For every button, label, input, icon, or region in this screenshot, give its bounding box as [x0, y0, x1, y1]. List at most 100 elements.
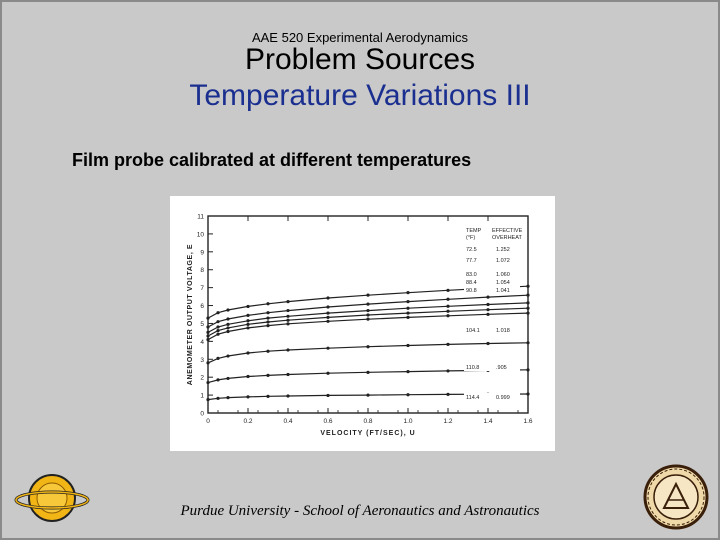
- legend-overheat-label: .905: [496, 365, 507, 371]
- y-tick-label: 11: [197, 214, 204, 221]
- series-point: [326, 305, 330, 309]
- legend-header-temp-unit: (°F): [466, 235, 475, 241]
- legend-overheat-label: 0.999: [496, 395, 510, 401]
- y-tick-label: 5: [200, 321, 204, 328]
- series-point: [326, 296, 330, 300]
- series-point: [406, 311, 410, 315]
- series-point: [366, 345, 370, 349]
- series-point: [266, 324, 270, 328]
- series-point: [226, 317, 230, 321]
- series-point: [206, 397, 210, 402]
- series-point: [246, 313, 250, 317]
- series-point: [206, 334, 210, 338]
- series-point: [486, 295, 490, 299]
- series-point: [326, 315, 330, 319]
- legend-temp-label: 88.4: [466, 280, 477, 286]
- series-point: [526, 392, 530, 396]
- right-seal-icon: [643, 464, 709, 530]
- legend-label-bg: [464, 270, 520, 278]
- series-point: [446, 342, 450, 347]
- series-point: [406, 291, 410, 295]
- y-tick-label: 0: [200, 411, 204, 418]
- series-path: [207, 342, 529, 364]
- series-point: [246, 304, 250, 309]
- series-point: [326, 393, 330, 398]
- page-title: Problem Sources: [244, 43, 476, 76]
- series-point: [366, 393, 370, 397]
- series-point: [486, 341, 490, 346]
- legend-label-bg: [464, 245, 520, 253]
- y-tick-label: 10: [197, 231, 205, 238]
- legend-temp-label: 104.1: [466, 328, 480, 334]
- series-point: [226, 376, 230, 381]
- series-path: [207, 285, 529, 319]
- legend-overheat-label: 1.060: [496, 272, 510, 278]
- series-point: [206, 316, 210, 320]
- series-point: [266, 373, 270, 377]
- series-point: [216, 356, 220, 360]
- bullet-text: Film probe calibrated at different tempe…: [72, 150, 472, 170]
- x-tick-label: 1.0: [403, 418, 412, 425]
- legend-header-overheat: EFFECTIVE: [492, 228, 523, 234]
- series-path: [207, 302, 529, 333]
- left-emblem-icon: [14, 474, 90, 522]
- legend-label-bg: [464, 363, 520, 371]
- legend-label-bg: [464, 256, 520, 264]
- series-point: [526, 301, 530, 305]
- legend-overheat-label: 1.072: [496, 258, 510, 264]
- series-point: [286, 318, 290, 322]
- series-point: [446, 304, 450, 308]
- x-tick-label: 0.2: [243, 418, 252, 425]
- series-point: [216, 396, 220, 400]
- legend-overheat-label: 1.041: [496, 288, 510, 294]
- legend-header-overheat-2: OVERHEAT: [492, 235, 522, 241]
- series-point: [286, 322, 290, 326]
- series-point: [266, 316, 270, 320]
- legend-temp-label: 110.8: [466, 365, 479, 371]
- series-point: [246, 319, 250, 323]
- series-point: [246, 395, 250, 399]
- course-title: AAE 520 Experimental Aerodynamics: [251, 30, 469, 45]
- x-tick-label: 1.6: [523, 418, 532, 425]
- series-point: [366, 308, 370, 313]
- series-point: [226, 322, 230, 326]
- series-point: [406, 370, 410, 374]
- series-point: [216, 329, 220, 333]
- series-point: [226, 308, 230, 312]
- series-point: [266, 349, 270, 353]
- series-point: [526, 311, 530, 315]
- series-point: [406, 343, 410, 348]
- series-line: [206, 311, 530, 342]
- series-point: [326, 311, 330, 315]
- series-point: [486, 308, 490, 312]
- footer-text: Purdue University - School of Aeronautic…: [180, 503, 540, 519]
- series-line: [206, 341, 530, 365]
- series-line: [206, 368, 530, 385]
- y-tick-label: 8: [200, 267, 204, 274]
- series-point: [246, 326, 250, 330]
- series-path: [207, 307, 529, 337]
- series-point: [286, 300, 290, 304]
- series-point: [216, 378, 220, 382]
- y-axis-label: ANEMOMETER OUTPUT VOLTAGE, E: [187, 244, 194, 385]
- x-axis-label: VELOCITY (FT/SEC), U: [320, 430, 415, 437]
- series-point: [226, 329, 230, 334]
- legend-temp-label: 90.8: [466, 288, 477, 294]
- series-point: [446, 392, 450, 396]
- legend-temp-label: 72.5: [466, 247, 477, 253]
- series-point: [206, 325, 210, 329]
- series-point: [446, 314, 450, 318]
- series-point: [226, 395, 230, 400]
- x-tick-label: 0.4: [283, 418, 292, 425]
- series-point: [266, 320, 270, 324]
- series-point: [366, 370, 370, 374]
- x-tick-label: 0.6: [323, 418, 332, 425]
- series-point: [526, 284, 530, 288]
- legend-temp-label: 77.7: [466, 258, 477, 264]
- series-point: [526, 306, 530, 310]
- series-point: [406, 393, 410, 397]
- series-point: [526, 293, 530, 297]
- y-tick-label: 4: [200, 339, 204, 346]
- series-point: [216, 311, 220, 315]
